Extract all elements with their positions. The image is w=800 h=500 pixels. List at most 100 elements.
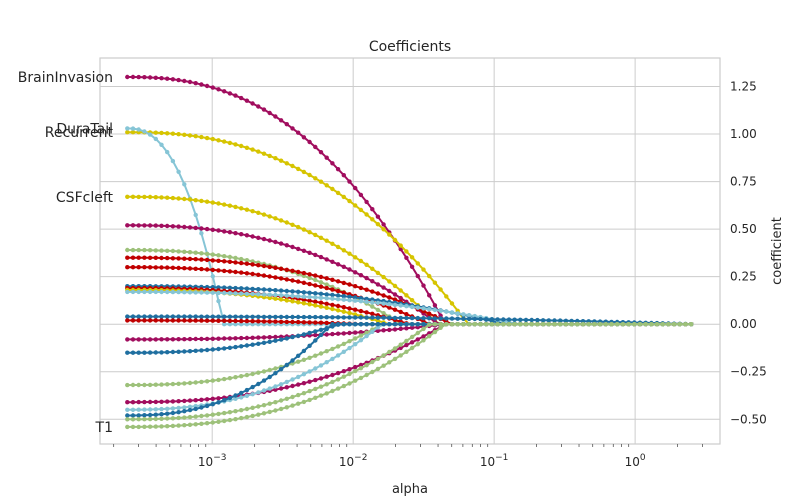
series-point <box>273 319 278 324</box>
series-point <box>324 238 329 243</box>
y-tick-label: −0.25 <box>730 365 767 379</box>
series-point <box>364 199 369 205</box>
series-point <box>301 357 307 362</box>
series-point <box>244 322 250 327</box>
series-point <box>199 226 204 231</box>
series-point <box>307 230 312 235</box>
series-point <box>341 194 346 200</box>
series-point <box>125 130 130 135</box>
series-point <box>301 297 307 302</box>
series-point <box>358 192 364 198</box>
series-point <box>267 319 272 324</box>
series-point <box>176 224 181 229</box>
series-point <box>250 319 255 324</box>
series-point <box>392 283 398 289</box>
plot-background <box>100 58 720 444</box>
series-point <box>409 298 415 303</box>
series-point <box>244 372 250 378</box>
series-point <box>284 267 289 272</box>
series-point <box>153 130 158 135</box>
series-point <box>529 322 534 327</box>
series-point <box>273 366 278 371</box>
series-point <box>142 223 147 228</box>
series-point <box>626 322 631 327</box>
series-point <box>353 368 358 374</box>
series-point <box>153 399 158 405</box>
series-point <box>204 347 210 353</box>
series-point <box>227 322 233 327</box>
series-point <box>256 370 261 375</box>
series-point <box>182 381 187 386</box>
series-point <box>142 289 147 295</box>
series-point <box>250 286 255 292</box>
series-point <box>335 377 341 382</box>
series-point <box>222 346 227 351</box>
series-point <box>165 382 170 387</box>
series-point <box>165 350 170 355</box>
series-point <box>324 391 329 396</box>
series-point <box>506 317 512 322</box>
series-point <box>165 318 170 323</box>
series-point <box>689 322 694 327</box>
series-point <box>199 318 204 323</box>
series-point <box>324 285 329 291</box>
series-point <box>233 93 238 98</box>
series-point <box>290 289 295 294</box>
series-point <box>290 334 295 340</box>
series-point <box>267 292 272 297</box>
series-point <box>233 260 238 265</box>
series-point <box>176 314 181 319</box>
series-point <box>278 297 284 302</box>
series-point <box>307 302 312 307</box>
series-point <box>233 269 238 275</box>
series-point <box>370 369 375 375</box>
series-point <box>153 136 158 142</box>
series-point <box>222 418 227 424</box>
series-point <box>455 311 460 316</box>
series-point <box>256 404 261 409</box>
series-point <box>677 322 682 327</box>
series-point <box>449 322 455 327</box>
series-point <box>318 300 324 305</box>
series-point <box>244 343 250 348</box>
series-point <box>330 346 335 352</box>
series-point <box>364 275 369 281</box>
series-point <box>153 223 158 228</box>
series-point <box>341 315 346 320</box>
series-point <box>313 144 318 150</box>
series-point <box>250 147 255 152</box>
series-point <box>278 382 284 387</box>
series-point <box>261 314 267 320</box>
series-point <box>404 315 409 321</box>
series-point <box>330 302 335 308</box>
series-point <box>592 322 597 327</box>
series-point <box>136 127 141 132</box>
series-point <box>136 417 141 422</box>
series-point <box>256 149 261 154</box>
series-point <box>222 318 227 323</box>
series-point <box>347 179 352 184</box>
series-point <box>546 322 551 327</box>
series-point <box>176 405 181 411</box>
series-point <box>278 266 284 271</box>
series-point <box>125 194 130 199</box>
series-point <box>182 249 187 254</box>
series-point <box>307 388 312 394</box>
x-axis-label: alpha <box>392 482 428 497</box>
series-point <box>267 409 272 415</box>
series-point <box>233 417 238 422</box>
series-point <box>341 297 346 302</box>
series-point <box>313 273 318 278</box>
series-point <box>216 411 221 417</box>
series-point <box>239 256 244 262</box>
series-point <box>187 79 193 85</box>
series-point <box>125 413 130 418</box>
series-point <box>170 314 176 319</box>
series-point <box>216 228 221 233</box>
series-point <box>182 405 187 410</box>
series-point <box>335 279 341 284</box>
series-point <box>159 76 164 81</box>
series-point <box>318 235 324 240</box>
series-point <box>147 412 153 418</box>
series-point <box>273 314 278 320</box>
